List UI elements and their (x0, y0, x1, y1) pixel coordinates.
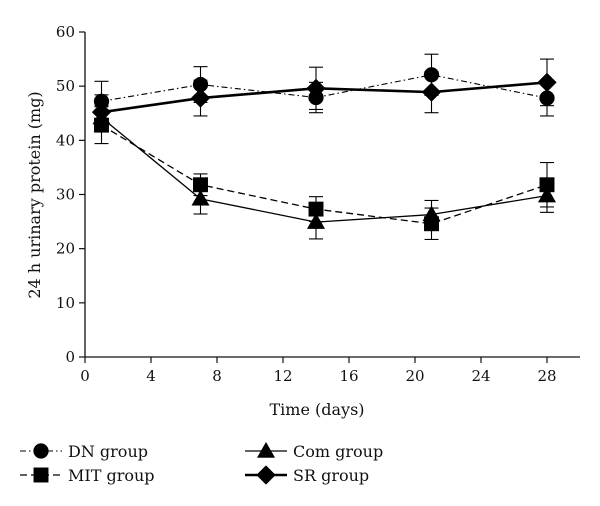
data-point-diamond (306, 78, 326, 99)
data-point-diamond (421, 82, 442, 102)
legend-label: SR group (293, 466, 369, 485)
data-point-triangle (306, 212, 326, 229)
y-tick-label: 50 (56, 77, 75, 95)
series-layer (91, 53, 557, 241)
y-tick-label: 10 (56, 294, 75, 312)
series-mit-group (94, 106, 555, 241)
x-tick-label: 20 (405, 367, 424, 385)
legend-item: DN group (20, 442, 148, 461)
x-tick-label: 0 (80, 367, 90, 385)
legend-marker-triangle (256, 441, 276, 458)
legend-item: MIT group (20, 466, 155, 485)
data-point-diamond (91, 102, 112, 122)
y-tick-label: 0 (65, 348, 75, 366)
x-tick-label: 12 (273, 367, 292, 385)
series-com-group (92, 105, 557, 240)
y-axis-label: 24 h urinary protein (mg) (25, 91, 44, 298)
x-axis-label: Time (days) (269, 400, 364, 419)
data-point-triangle (191, 189, 210, 206)
legend: DN group MIT group Com group SR group (20, 441, 383, 485)
x-tick-label: 4 (146, 367, 156, 385)
y-tick-label: 20 (56, 240, 75, 258)
legend-label: MIT group (68, 466, 155, 485)
y-tick-label: 40 (56, 131, 75, 149)
x-tick-label: 24 (471, 367, 490, 385)
legend-marker-diamond (256, 465, 276, 485)
axes (84, 32, 580, 358)
y-tick-label: 30 (56, 186, 75, 204)
data-point-diamond (190, 88, 211, 108)
data-point-diamond (537, 72, 557, 93)
legend-label: Com group (293, 442, 383, 461)
x-tick-label: 8 (212, 367, 222, 385)
legend-item: SR group (245, 465, 369, 485)
ticks: 0 4 8 12 16 20 24 28 0 10 20 30 40 50 60 (56, 23, 557, 385)
series-line (101, 81, 548, 114)
series-line (101, 124, 548, 225)
legend-label: DN group (68, 442, 148, 461)
x-tick-label: 16 (339, 367, 358, 385)
data-point-triangle (422, 205, 441, 222)
legend-marker-circle (33, 443, 49, 459)
series-sr-group (91, 58, 557, 131)
x-tick-label: 28 (537, 367, 556, 385)
data-point-triangle (537, 186, 557, 203)
legend-item: Com group (245, 441, 383, 461)
y-tick-label: 60 (56, 23, 75, 41)
series-line (101, 117, 548, 223)
legend-marker-square (33, 467, 49, 483)
